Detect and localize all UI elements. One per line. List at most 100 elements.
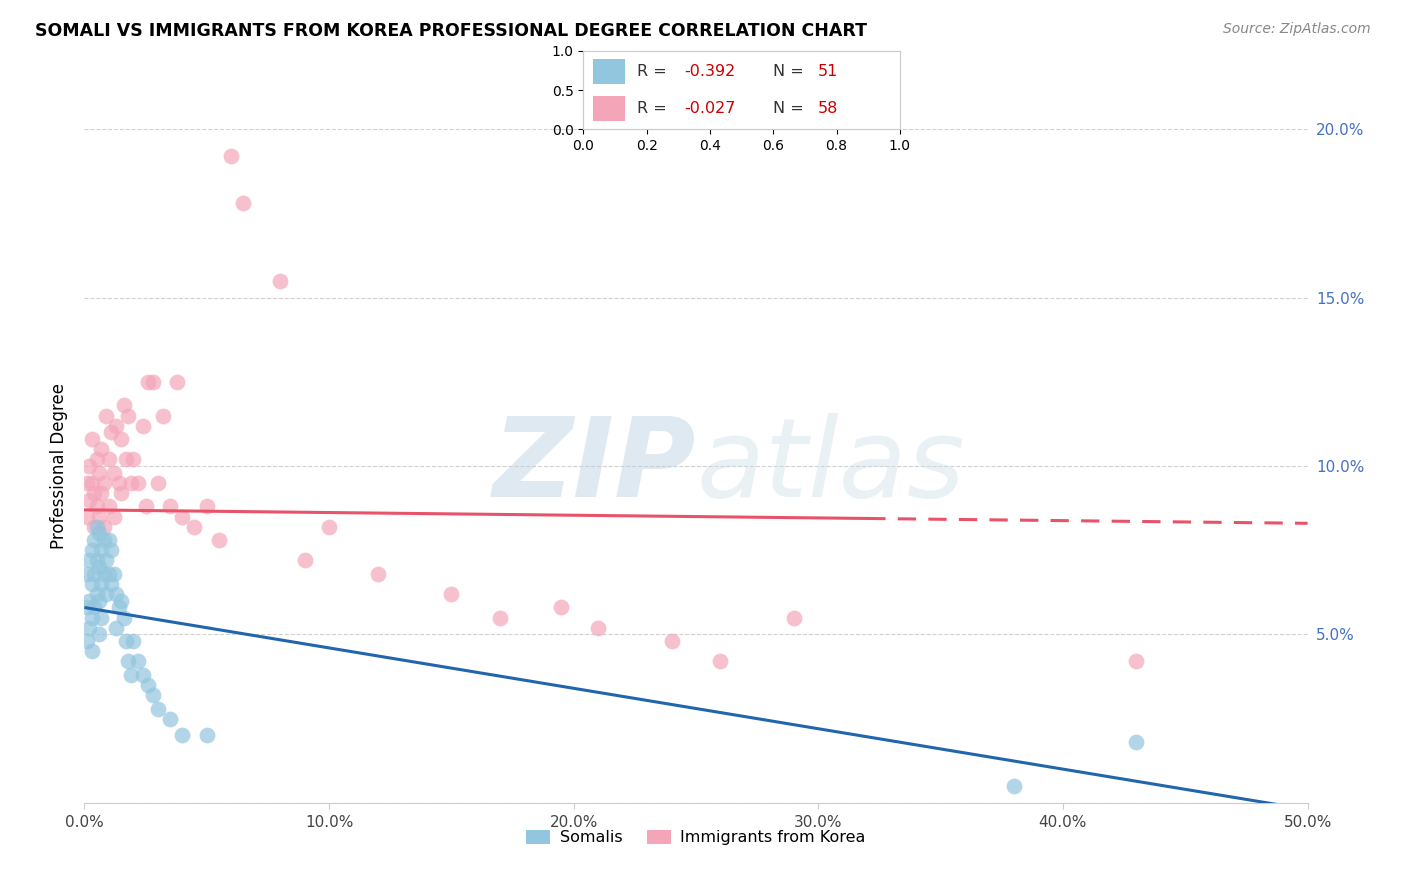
Point <box>783 610 806 624</box>
Point <box>80 543 103 558</box>
Point <box>105 418 128 433</box>
Point <box>135 500 157 514</box>
Point <box>103 566 125 581</box>
Point <box>1125 654 1147 668</box>
Point <box>107 475 129 490</box>
Text: -0.027: -0.027 <box>685 102 737 117</box>
Point <box>93 519 115 533</box>
Point <box>80 432 103 446</box>
Point <box>90 610 112 624</box>
Point <box>269 274 291 288</box>
Point <box>112 610 135 624</box>
Point <box>83 566 105 581</box>
Point <box>90 543 112 558</box>
Point <box>87 466 110 480</box>
Point <box>117 654 139 668</box>
Point <box>87 509 110 524</box>
Point <box>489 610 512 624</box>
Text: N =: N = <box>773 102 804 117</box>
Point <box>97 500 120 514</box>
Point <box>100 543 122 558</box>
Point <box>122 634 145 648</box>
Point <box>86 452 108 467</box>
Point <box>80 577 103 591</box>
Point <box>294 553 316 567</box>
Point <box>146 701 169 715</box>
Point <box>195 728 218 742</box>
Point <box>183 519 205 533</box>
Point <box>80 644 103 658</box>
Point <box>1002 779 1025 793</box>
Point <box>195 500 218 514</box>
Point <box>105 621 128 635</box>
Point <box>115 452 138 467</box>
Point <box>159 500 181 514</box>
Point <box>110 432 132 446</box>
Point <box>103 466 125 480</box>
Point <box>142 688 165 702</box>
Point <box>83 519 105 533</box>
Point <box>159 712 181 726</box>
Point <box>208 533 231 548</box>
Point <box>97 533 120 548</box>
Point <box>152 409 174 423</box>
Point <box>127 654 149 668</box>
Point <box>90 577 112 591</box>
Point <box>1125 735 1147 749</box>
Text: ZIP: ZIP <box>492 413 696 519</box>
Text: atlas: atlas <box>696 413 965 519</box>
Text: -0.392: -0.392 <box>685 63 735 78</box>
Point <box>219 149 242 163</box>
Text: SOMALI VS IMMIGRANTS FROM KOREA PROFESSIONAL DEGREE CORRELATION CHART: SOMALI VS IMMIGRANTS FROM KOREA PROFESSI… <box>35 22 868 40</box>
Point <box>709 654 731 668</box>
Point <box>83 600 105 615</box>
Legend: Somalis, Immigrants from Korea: Somalis, Immigrants from Korea <box>526 830 866 846</box>
Point <box>87 594 110 608</box>
Point <box>586 621 609 635</box>
Text: Source: ZipAtlas.com: Source: ZipAtlas.com <box>1223 22 1371 37</box>
Point <box>110 594 132 608</box>
Point <box>86 500 108 514</box>
Point <box>166 375 188 389</box>
Point <box>120 475 142 490</box>
Point <box>76 509 98 524</box>
Point <box>93 533 115 548</box>
Point <box>112 399 135 413</box>
Point <box>105 587 128 601</box>
Point <box>132 668 155 682</box>
Point <box>318 519 340 533</box>
Text: R =: R = <box>637 63 666 78</box>
Text: 51: 51 <box>818 63 838 78</box>
Point <box>80 610 103 624</box>
Point <box>100 577 122 591</box>
Point <box>97 566 120 581</box>
Point <box>120 668 142 682</box>
Point <box>550 600 572 615</box>
Bar <box>593 96 624 121</box>
Point <box>232 196 254 211</box>
Point <box>87 560 110 574</box>
Text: R =: R = <box>637 102 666 117</box>
Point <box>115 634 138 648</box>
Point <box>96 409 118 423</box>
Point <box>87 627 110 641</box>
Point <box>440 587 463 601</box>
Bar <box>593 59 624 84</box>
Point <box>90 486 112 500</box>
Point <box>77 594 100 608</box>
Point <box>83 533 105 548</box>
Text: N =: N = <box>773 63 804 78</box>
Point <box>172 509 194 524</box>
Point <box>93 475 115 490</box>
Point <box>87 526 110 541</box>
Point <box>127 475 149 490</box>
Point <box>136 678 159 692</box>
Point <box>86 519 108 533</box>
Point <box>76 566 98 581</box>
Point <box>136 375 159 389</box>
Point <box>76 600 98 615</box>
Y-axis label: Professional Degree: Professional Degree <box>51 383 69 549</box>
Point <box>77 553 100 567</box>
Point <box>76 634 98 648</box>
Point <box>96 587 118 601</box>
